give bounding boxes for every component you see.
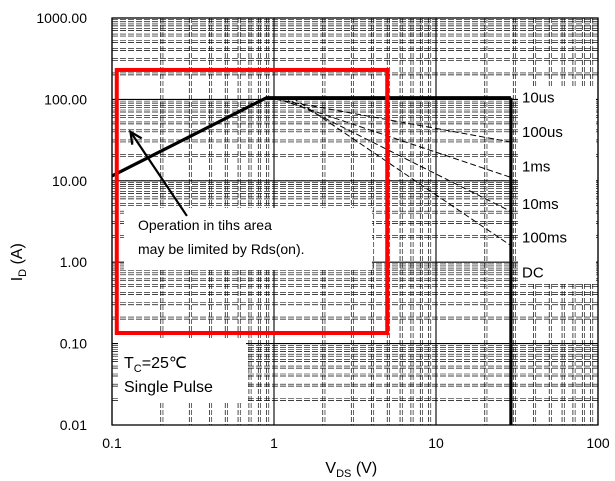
y-tick-label: 0.01 xyxy=(60,417,87,433)
note-panel xyxy=(124,208,372,270)
annotation-arrowhead xyxy=(129,129,143,145)
rds-on-limit-box xyxy=(114,67,390,335)
y-tick-label: 0.10 xyxy=(60,336,87,352)
curve-label-10ms: 10ms xyxy=(522,196,559,213)
label-layer: 10us100us1ms10ms100msDC1000.00100.0010.0… xyxy=(9,10,610,480)
condition-pulse: Single Pulse xyxy=(124,379,213,396)
x-tick-label: 0.1 xyxy=(102,435,122,451)
annotation-text-line: Operation in tihs area xyxy=(138,217,272,233)
curve-layer xyxy=(111,96,513,425)
curve-label-1ms: 1ms xyxy=(522,158,550,175)
curve-label-10us: 10us xyxy=(522,90,555,107)
condition-panel xyxy=(118,340,246,402)
y-tick-label: 100.00 xyxy=(44,91,87,107)
grid-layer xyxy=(111,17,599,426)
x-tick-label: 10 xyxy=(428,435,444,451)
curve-label-dc: DC xyxy=(522,264,544,281)
y-tick-label: 1.00 xyxy=(60,254,87,270)
soa-curve-10ms xyxy=(283,97,512,212)
y-axis-title: ID (A) xyxy=(9,243,29,281)
curve-label-100us: 100us xyxy=(522,124,563,141)
annotation-text-line: may be limited by Rds(on). xyxy=(138,241,305,257)
soa-curve-1ms xyxy=(273,97,512,178)
x-axis-title: VDS (V) xyxy=(325,460,377,480)
annotation-layer: Operation in tihs area may be limited by … xyxy=(114,67,390,335)
x-tick-label: 1 xyxy=(270,435,278,451)
condition-tc: TC=25℃ xyxy=(124,355,187,375)
y-tick-label: 10.00 xyxy=(52,173,87,189)
soa-curve-100ms xyxy=(292,97,512,247)
label-panel xyxy=(518,88,596,284)
annotation-arrow xyxy=(129,131,188,217)
plot-frame xyxy=(111,17,599,426)
y-tick-label: 1000.00 xyxy=(36,10,87,26)
curve-label-100ms: 100ms xyxy=(522,230,567,247)
soa-curve-100us xyxy=(266,97,511,143)
x-tick-label: 100 xyxy=(586,435,610,451)
